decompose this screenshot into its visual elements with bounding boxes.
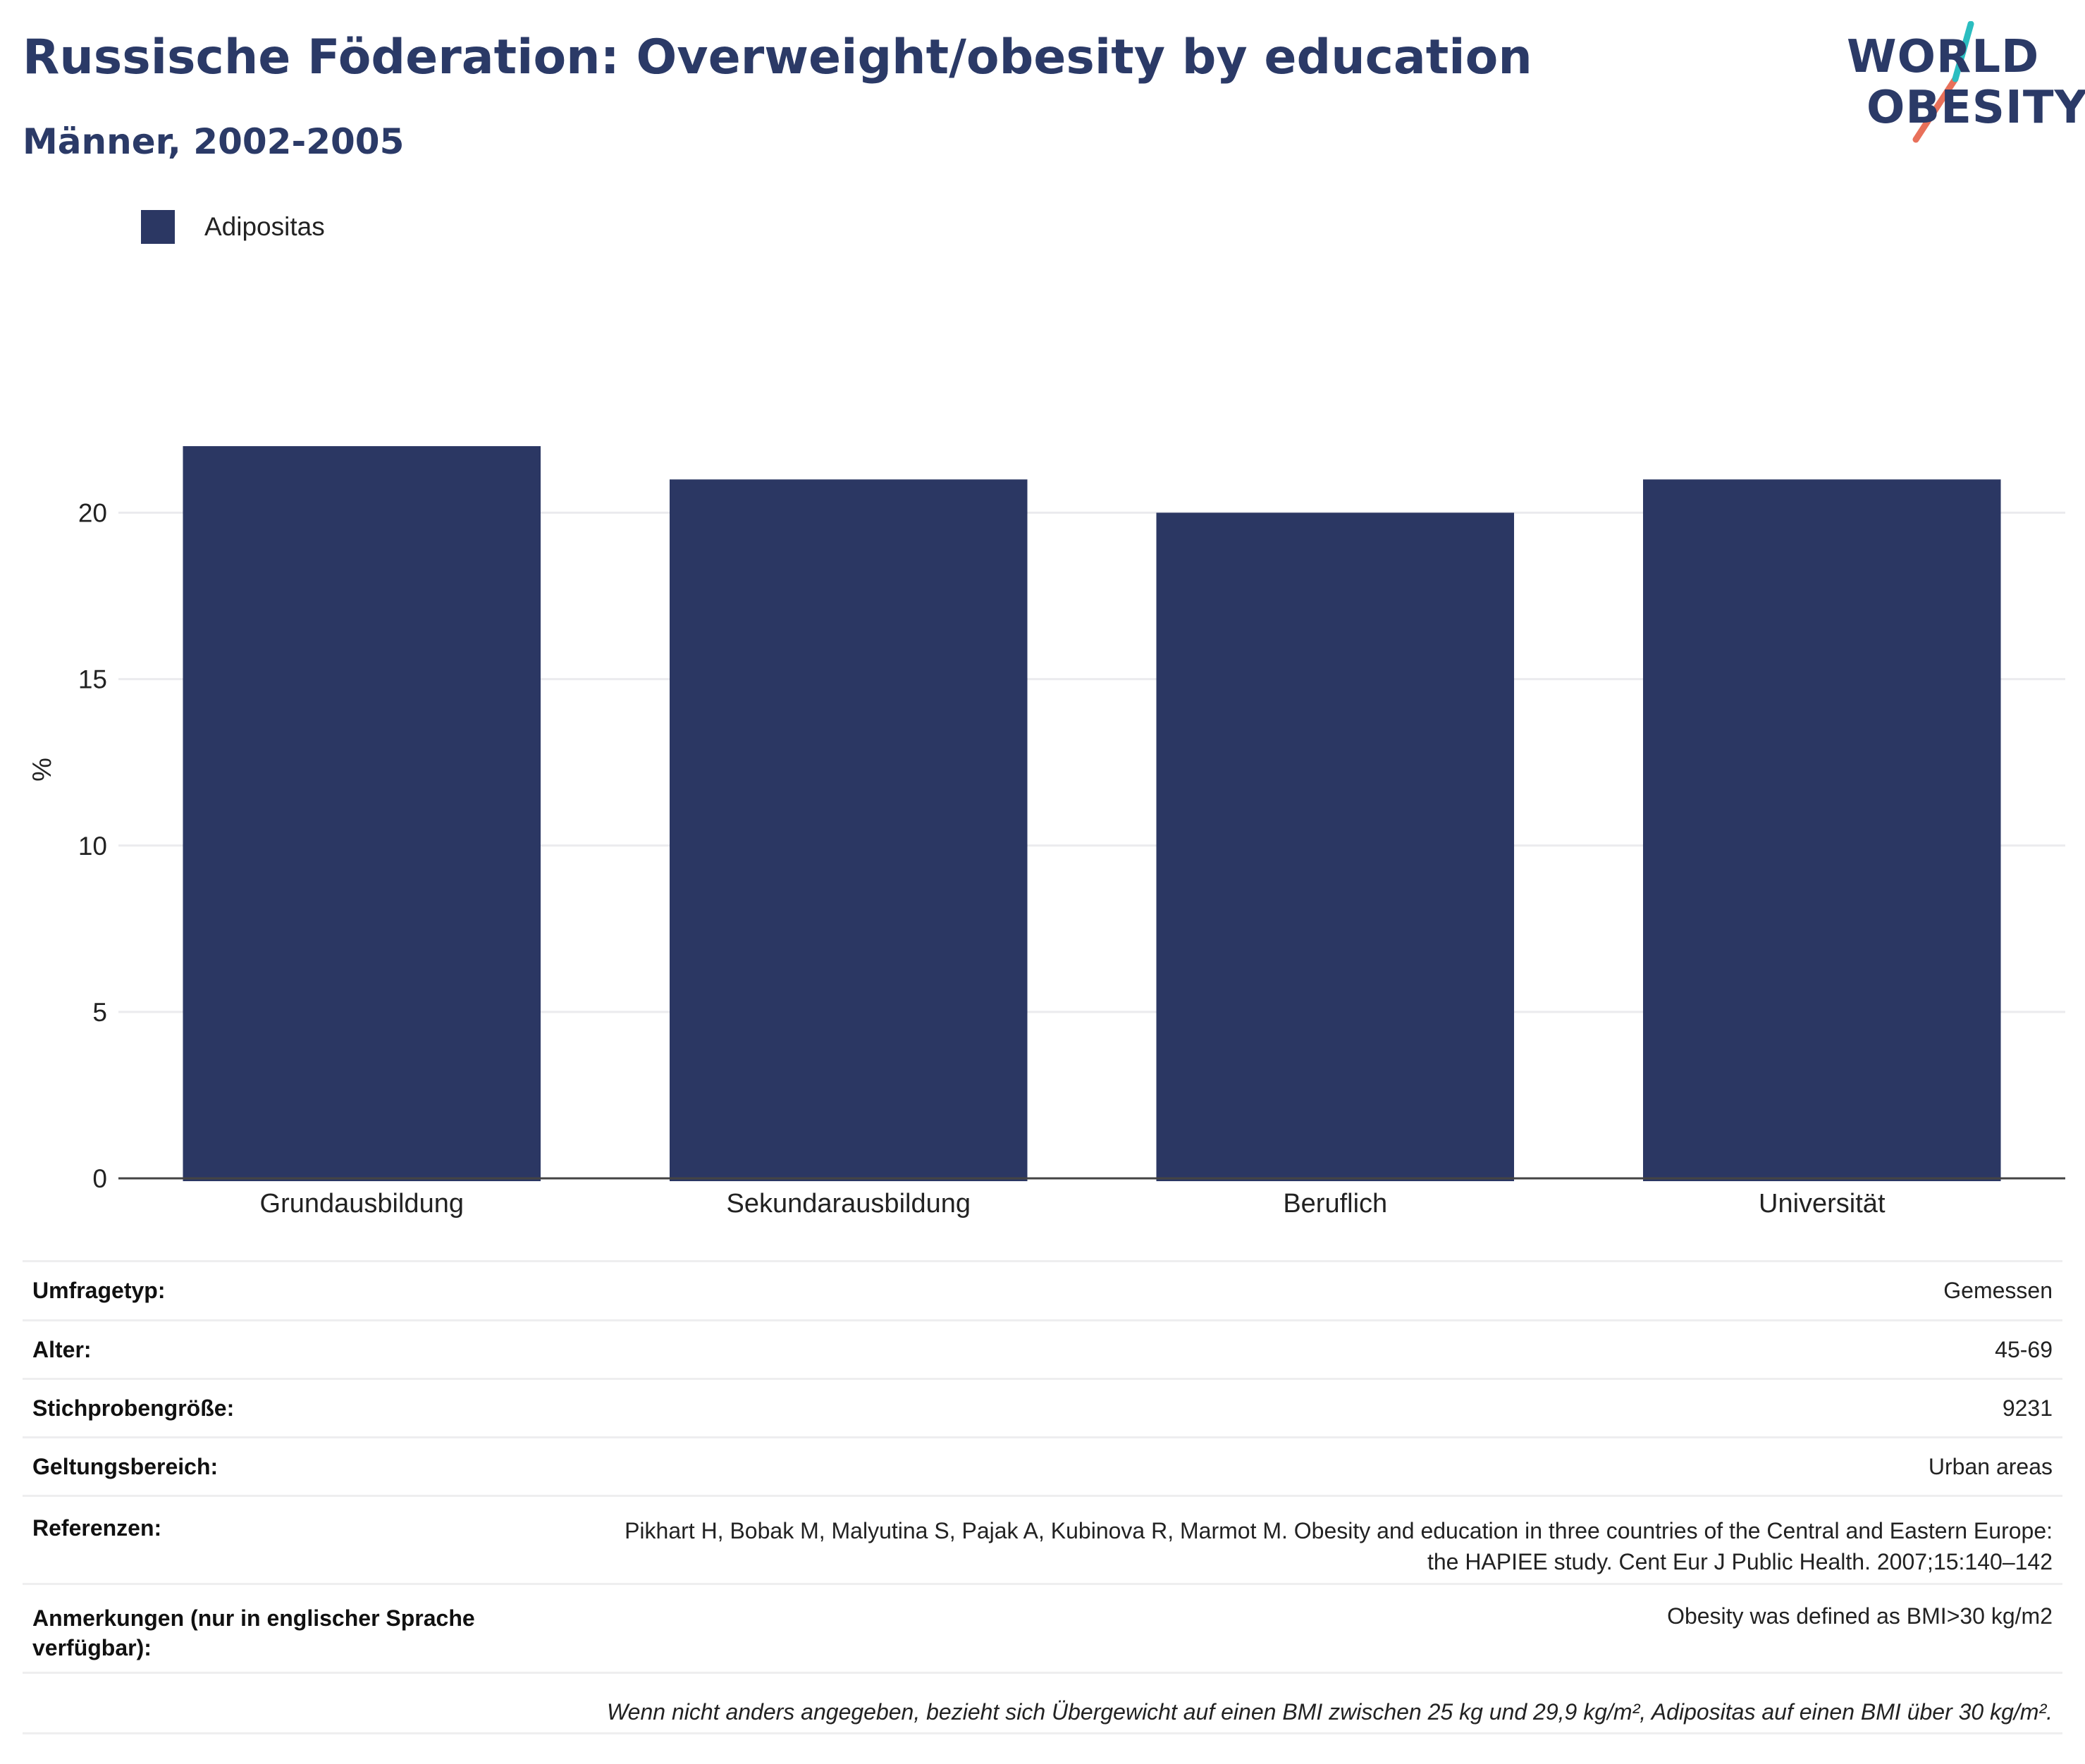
axes: 0 5 10 15 20 Grundausbildung Sekundarausbildun… bbox=[78, 499, 2065, 1219]
y-tick-label: 5 bbox=[92, 998, 107, 1027]
bars bbox=[183, 446, 2001, 1181]
bar bbox=[1642, 479, 2001, 1181]
meta-row-survey-type: Umfragetyp: Gemessen bbox=[23, 1260, 2062, 1319]
y-tick-label: 20 bbox=[78, 499, 107, 528]
y-tick-label: 0 bbox=[92, 1164, 107, 1193]
meta-row-scope: Geltungsbereich: Urban areas bbox=[23, 1436, 2062, 1495]
bar bbox=[669, 479, 1028, 1181]
meta-label: Geltungsbereich: bbox=[32, 1453, 219, 1479]
legend: Adipositas bbox=[141, 210, 325, 244]
meta-value: Urban areas bbox=[1928, 1453, 2053, 1479]
logo-slash-icon bbox=[1912, 21, 1974, 143]
legend-swatch bbox=[141, 210, 175, 244]
meta-row-references: Referenzen: Pikhart H, Bobak M, Malyutin… bbox=[23, 1495, 2062, 1583]
meta-value: Obesity was defined as BMI>30 kg/m2 bbox=[1667, 1603, 2053, 1629]
chart-subtitle: Männer, 2002-2005 bbox=[23, 121, 405, 162]
y-tick-label: 15 bbox=[78, 665, 107, 694]
x-tick-label: Grundausbildung bbox=[260, 1189, 464, 1219]
meta-label: Stichprobengröße: bbox=[32, 1395, 235, 1421]
meta-row-notes: Anmerkungen (nur in englischer Sprache v… bbox=[23, 1583, 2062, 1672]
y-axis-label: % bbox=[27, 758, 57, 782]
meta-row-age: Alter: 45-69 bbox=[23, 1319, 2062, 1378]
meta-value: Pikhart H, Bobak M, Malyutina S, Pajak A… bbox=[625, 1518, 2053, 1574]
meta-value: Gemessen bbox=[1943, 1278, 2053, 1303]
footnote: Wenn nicht anders angegeben, bezieht sic… bbox=[23, 1672, 2062, 1734]
logo-text-obesity: OBESITY bbox=[1866, 82, 2085, 134]
world-obesity-logo: WORLD OBESITY bbox=[1847, 21, 2085, 148]
legend-label: Adipositas bbox=[204, 212, 325, 241]
x-tick-label: Universität bbox=[1759, 1189, 1886, 1219]
x-tick-label: Beruflich bbox=[1283, 1189, 1387, 1219]
survey-metadata: Umfragetyp: Gemessen Alter: 45-69 Stichp… bbox=[23, 1260, 2062, 1734]
meta-label: Alter: bbox=[32, 1336, 92, 1362]
logo-text-world: WORLD bbox=[1847, 31, 2040, 83]
meta-value: 45-69 bbox=[1995, 1336, 2053, 1362]
meta-value: 9231 bbox=[2002, 1395, 2053, 1421]
y-tick-label: 10 bbox=[78, 832, 107, 861]
bar bbox=[183, 446, 541, 1181]
x-tick-label: Sekundarausbildung bbox=[727, 1189, 971, 1219]
meta-label: Umfragetyp: bbox=[32, 1278, 166, 1303]
meta-label: Anmerkungen (nur in englischer Sprache v… bbox=[32, 1605, 475, 1660]
bar bbox=[1156, 512, 1515, 1181]
meta-row-sample-size: Stichprobengröße: 9231 bbox=[23, 1378, 2062, 1436]
chart-title: Russische Föderation: Overweight/obesity… bbox=[23, 30, 1532, 85]
bar-chart: 0 5 10 15 20 Grundausbildung Sekundarausbildun… bbox=[27, 446, 2065, 1219]
meta-label: Referenzen: bbox=[32, 1515, 162, 1541]
